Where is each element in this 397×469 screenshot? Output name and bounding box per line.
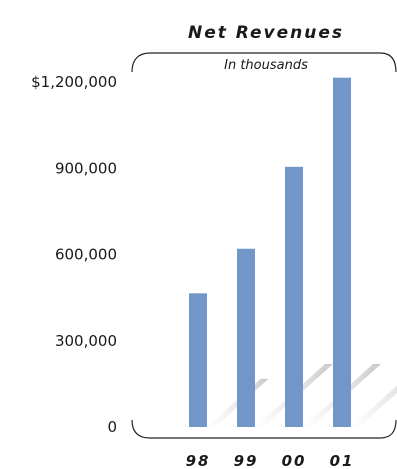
- x-tick-label: 99: [234, 452, 259, 469]
- y-axis-ticks: 0 300,000 600,000 900,000 $1,200,000: [31, 73, 117, 436]
- x-axis-ticks: 98 99 00 01: [186, 452, 355, 469]
- x-tick-label: 98: [186, 452, 211, 469]
- bar-01: [333, 77, 351, 427]
- bar-98: [189, 293, 207, 427]
- chart-frame-bottom: [131, 419, 397, 439]
- y-tick-label: 600,000: [55, 246, 117, 264]
- bar-shadow: [351, 385, 397, 427]
- y-tick-label: 900,000: [55, 159, 117, 177]
- x-tick-label: 00: [282, 452, 307, 469]
- chart-subtitle: In thousands: [224, 58, 308, 73]
- x-tick-label: 01: [330, 452, 355, 469]
- chart-title: Net Revenues: [188, 23, 344, 43]
- chart-frame-top: [131, 52, 397, 73]
- bars: [189, 77, 351, 427]
- bar-00: [285, 166, 303, 427]
- bar-99: [237, 248, 255, 427]
- y-tick-label: 300,000: [55, 332, 117, 350]
- y-tick-label: $1,200,000: [31, 73, 117, 91]
- y-tick-label: 0: [107, 418, 117, 436]
